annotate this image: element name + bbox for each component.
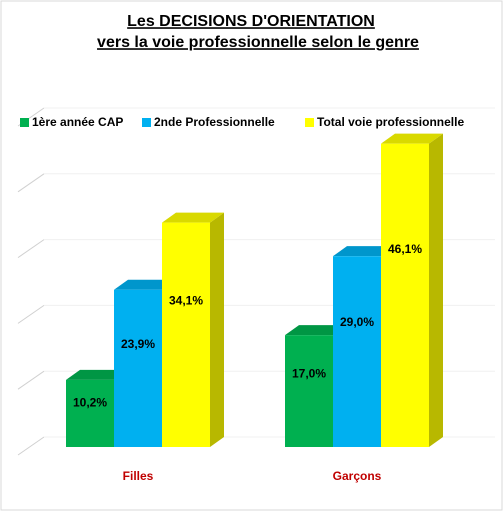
legend-swatch xyxy=(20,118,29,127)
bar xyxy=(114,289,162,447)
chart-title: vers la voie professionnelle selon le ge… xyxy=(97,34,419,51)
data-label: 29,0% xyxy=(340,315,374,329)
grid-line xyxy=(17,436,45,456)
legend-label: 1ère année CAP xyxy=(32,115,123,129)
data-label: 17,0% xyxy=(292,366,326,380)
bar xyxy=(162,222,210,447)
grid-line xyxy=(17,239,45,259)
legend-swatch xyxy=(142,118,151,127)
bar xyxy=(66,379,114,447)
grid-line xyxy=(17,173,45,193)
data-label: 10,2% xyxy=(73,396,107,410)
legend-swatch xyxy=(305,118,314,127)
data-label: 46,1% xyxy=(388,242,422,256)
chart-title: Les DECISIONS D'ORIENTATION xyxy=(127,13,375,30)
data-label: 23,9% xyxy=(121,337,155,351)
bar-side xyxy=(210,212,224,447)
grid-line xyxy=(17,304,45,324)
bar-top xyxy=(285,325,347,336)
bar-top xyxy=(333,246,395,257)
bar xyxy=(285,335,333,447)
bar xyxy=(381,143,429,448)
x-tick-label: Filles xyxy=(123,469,154,483)
bar-top xyxy=(66,369,128,380)
legend-label: Total voie professionnelle xyxy=(317,115,464,129)
grid-line xyxy=(17,370,45,390)
bar xyxy=(333,256,381,447)
bar-top xyxy=(114,279,176,290)
bar-top xyxy=(381,133,443,144)
bar-top xyxy=(162,212,224,223)
bar-side xyxy=(429,133,443,448)
data-label: 34,1% xyxy=(169,293,203,307)
x-tick-label: Garçons xyxy=(333,469,382,483)
legend-label: 2nde Professionnelle xyxy=(154,115,275,129)
